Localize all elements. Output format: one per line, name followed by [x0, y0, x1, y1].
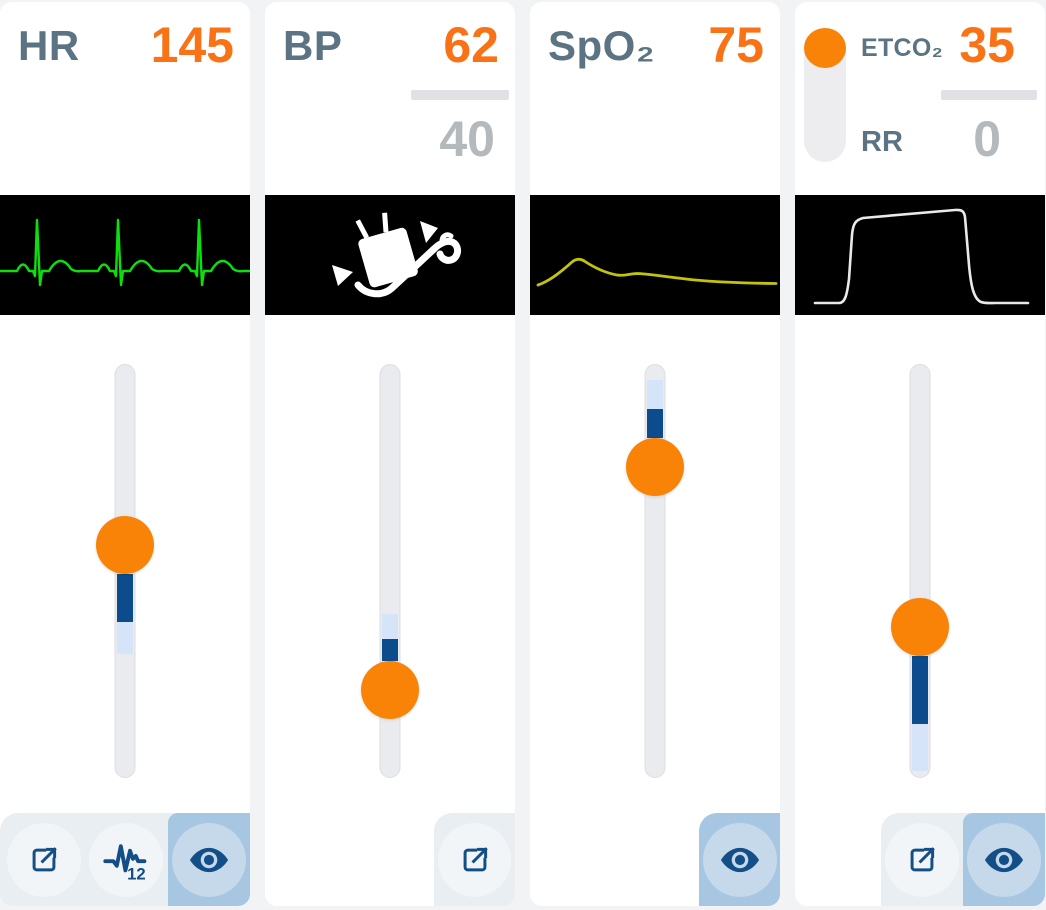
- vital-card-spo2: SpO₂ 75: [530, 2, 780, 906]
- popout-icon: [463, 846, 488, 871]
- ecg12-icon: 12: [103, 843, 147, 881]
- etco2-header: ETCO₂ 35 RR 0: [795, 2, 1045, 195]
- bp-label: BP: [283, 22, 343, 69]
- eye-icon: [720, 847, 759, 872]
- hr-slider[interactable]: [0, 315, 250, 815]
- bp-action-bar: [434, 813, 515, 906]
- bp-popout-button[interactable]: [438, 822, 511, 897]
- hr-waveform-panel: [0, 195, 250, 315]
- eye-icon: [984, 847, 1024, 872]
- bp-diastolic-value: 40: [439, 111, 495, 167]
- hr-popout-button[interactable]: [7, 822, 81, 897]
- etco2-popout-button[interactable]: [885, 822, 959, 897]
- etco2-mini-slider-knob[interactable]: [804, 28, 846, 68]
- vital-card-hr: HR 145 12: [0, 2, 250, 906]
- eye-icon: [189, 847, 229, 872]
- bp-value-divider: [411, 90, 509, 100]
- hr-slider-knob[interactable]: [96, 516, 154, 574]
- etco2-mini-slider[interactable]: [804, 28, 846, 162]
- hr-value: 145: [150, 17, 234, 73]
- bp-slider-range-1: [382, 614, 398, 639]
- vital-card-bp: BP 62 40: [265, 2, 515, 906]
- etco2-waveform-panel: [795, 195, 1045, 315]
- bp-slider-knob[interactable]: [361, 661, 419, 719]
- hr-action-bar: 12: [0, 813, 250, 906]
- etco2-slider-knob[interactable]: [891, 598, 949, 656]
- spo2-waveform-panel: [530, 195, 780, 315]
- bp-systolic-value: 62: [443, 17, 499, 73]
- spo2-label: SpO₂: [548, 22, 655, 69]
- hr-slider-range-2: [117, 622, 133, 654]
- nibp-cuff-icon: [332, 212, 462, 298]
- rr-value: 0: [973, 111, 1001, 167]
- spo2-action-bar: [699, 813, 780, 906]
- hr-visibility-button[interactable]: [168, 813, 250, 906]
- etco2-action-bar: [881, 813, 1045, 906]
- svg-text:12: 12: [127, 864, 146, 880]
- popout-icon: [32, 846, 57, 871]
- etco2-slider[interactable]: [795, 315, 1045, 815]
- bp-slider-range-2: [382, 639, 398, 661]
- hr-ecg12-button[interactable]: 12: [89, 822, 163, 897]
- hr-header: HR 145: [0, 2, 250, 195]
- etco2-visibility-button[interactable]: [963, 813, 1045, 906]
- spo2-slider-range-2: [647, 409, 663, 438]
- vital-card-etco2: ETCO₂ 35 RR 0: [795, 2, 1045, 906]
- etco2-slider-range-1: [912, 656, 928, 724]
- spo2-slider[interactable]: [530, 315, 780, 815]
- spo2-header: SpO₂ 75: [530, 2, 780, 195]
- etco2-label: ETCO₂: [861, 34, 944, 62]
- bp-slider[interactable]: [265, 315, 515, 815]
- rr-label: RR: [861, 126, 903, 158]
- pleth-waveform: [536, 257, 778, 287]
- capnogram-waveform: [813, 208, 1030, 305]
- spo2-slider-knob[interactable]: [626, 438, 684, 496]
- spo2-value: 75: [708, 17, 764, 73]
- ecg-waveform: [0, 218, 250, 287]
- spo2-visibility-button[interactable]: [699, 813, 780, 906]
- popout-icon: [910, 846, 935, 871]
- etco2-slider-range-2: [912, 724, 928, 771]
- bp-header: BP 62 40: [265, 2, 515, 195]
- hr-slider-range-1: [117, 574, 133, 622]
- etco2-value: 35: [959, 17, 1015, 73]
- etco2-value-divider: [941, 90, 1037, 100]
- hr-label: HR: [18, 22, 80, 69]
- spo2-slider-range-1: [647, 380, 663, 409]
- bp-waveform-panel: [265, 195, 515, 315]
